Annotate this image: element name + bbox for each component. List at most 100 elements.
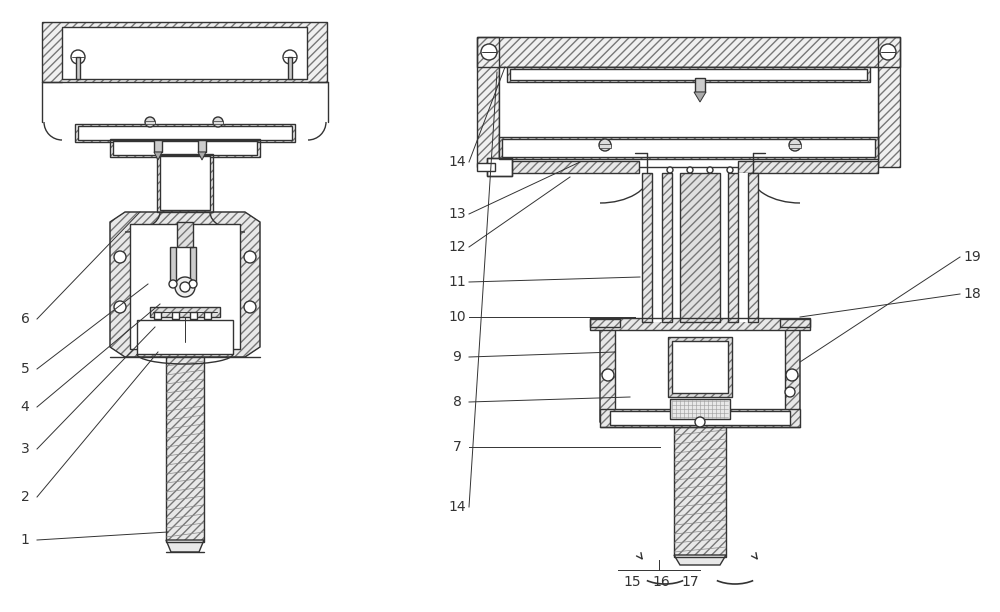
Circle shape [880, 44, 896, 60]
Bar [728, 173, 738, 322]
Text: 6: 6 [21, 312, 29, 326]
Bar [75, 124, 295, 142]
Bar [878, 37, 900, 167]
Bar [110, 139, 260, 157]
Bar [154, 140, 162, 152]
Bar [680, 173, 720, 322]
Bar [160, 156, 210, 210]
Polygon shape [154, 152, 162, 160]
Bar [166, 357, 204, 542]
Text: 11: 11 [448, 275, 466, 289]
Bar [190, 312, 197, 319]
Bar [157, 154, 213, 212]
Bar [590, 319, 620, 327]
Circle shape [114, 251, 126, 263]
Bar [213, 121, 223, 124]
Circle shape [283, 50, 297, 64]
Bar [499, 161, 639, 173]
Text: 8: 8 [453, 395, 461, 409]
Bar [75, 124, 295, 142]
Bar [662, 173, 672, 322]
Text: 14: 14 [448, 500, 466, 514]
Bar [487, 158, 512, 176]
Bar [288, 57, 292, 79]
Polygon shape [110, 212, 260, 357]
Text: 9: 9 [453, 350, 461, 364]
Bar [477, 163, 495, 171]
Circle shape [707, 167, 713, 173]
Circle shape [114, 301, 126, 313]
Bar [748, 173, 758, 322]
Bar [672, 341, 728, 393]
Polygon shape [674, 555, 726, 565]
Bar [748, 173, 758, 322]
Bar [170, 247, 176, 282]
Text: 3: 3 [21, 442, 29, 456]
Bar [780, 319, 810, 327]
Bar [150, 307, 220, 317]
Bar [477, 37, 900, 67]
Bar [78, 126, 292, 140]
Bar [600, 409, 800, 427]
Text: 18: 18 [963, 287, 981, 301]
Bar [172, 312, 179, 319]
Polygon shape [600, 322, 800, 427]
Bar [499, 67, 878, 167]
Polygon shape [198, 152, 206, 160]
Bar [42, 22, 327, 82]
Bar [670, 399, 730, 419]
Bar [154, 312, 161, 319]
Bar [113, 141, 257, 155]
Bar [695, 78, 705, 92]
Bar [674, 427, 726, 557]
Text: 16: 16 [652, 575, 670, 589]
Bar [76, 57, 80, 79]
Bar [878, 37, 900, 167]
Bar [198, 140, 206, 152]
Circle shape [244, 301, 256, 313]
Bar [615, 327, 785, 412]
Bar [130, 224, 240, 349]
Bar [668, 337, 732, 397]
Bar [642, 173, 652, 322]
Bar [137, 320, 233, 354]
Bar [728, 173, 738, 322]
Bar [499, 161, 639, 173]
Text: 2: 2 [21, 490, 29, 504]
Text: 4: 4 [21, 400, 29, 414]
Text: 19: 19 [963, 250, 981, 264]
Text: 10: 10 [448, 310, 466, 324]
Bar [507, 67, 870, 82]
Circle shape [695, 417, 705, 427]
Bar [642, 173, 652, 322]
Bar [599, 144, 611, 148]
Bar [62, 27, 307, 79]
Bar [477, 37, 499, 167]
Circle shape [687, 167, 693, 173]
Bar [668, 337, 732, 397]
Text: 5: 5 [21, 362, 29, 376]
Bar [499, 137, 878, 159]
Bar [670, 399, 730, 419]
Circle shape [175, 277, 195, 297]
Bar [166, 357, 204, 542]
Circle shape [169, 280, 177, 288]
Circle shape [481, 44, 497, 60]
Bar [738, 173, 748, 322]
Circle shape [145, 117, 155, 127]
Bar [204, 312, 211, 319]
Bar [738, 161, 878, 173]
Circle shape [180, 282, 190, 292]
Text: 12: 12 [448, 240, 466, 254]
Bar [145, 121, 155, 124]
Circle shape [71, 50, 85, 64]
Polygon shape [694, 92, 706, 102]
Bar [600, 409, 800, 427]
Bar [502, 139, 875, 157]
Text: 15: 15 [623, 575, 641, 589]
Circle shape [727, 167, 733, 173]
Circle shape [786, 369, 798, 381]
Bar [674, 427, 726, 557]
Bar [177, 222, 193, 247]
Circle shape [667, 167, 673, 173]
